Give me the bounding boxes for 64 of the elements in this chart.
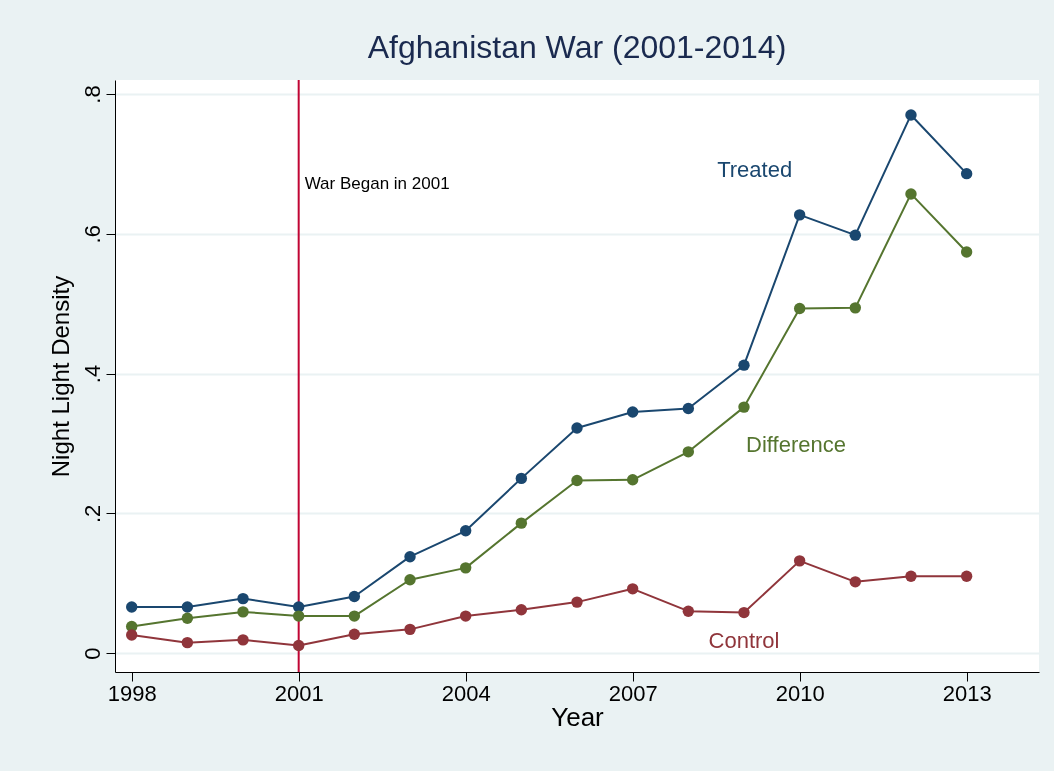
point <box>960 570 973 582</box>
point <box>849 229 862 241</box>
point <box>181 612 194 624</box>
series-label: Difference <box>746 432 846 458</box>
y-tick-label: .6 <box>79 225 105 244</box>
point <box>682 402 695 415</box>
point <box>515 472 528 485</box>
point <box>793 302 806 315</box>
x-axis-title: Year <box>551 701 605 732</box>
x-tick-label: 2010 <box>775 680 825 706</box>
point <box>237 606 249 618</box>
point <box>181 601 194 613</box>
y-axis-title: Night Light Density <box>46 275 74 478</box>
point <box>905 188 917 200</box>
point <box>348 610 361 622</box>
point <box>237 634 249 646</box>
y-tick-label: 0 <box>79 647 105 660</box>
x-tick-label: 2007 <box>608 680 658 706</box>
point <box>571 422 583 434</box>
point <box>571 596 583 608</box>
point <box>126 601 138 613</box>
point <box>292 639 305 652</box>
point <box>126 629 138 641</box>
point <box>459 610 472 622</box>
point <box>292 610 305 622</box>
x-tick-label: 2001 <box>274 680 324 706</box>
point <box>905 570 917 582</box>
point <box>237 592 249 605</box>
y-tick-label: .8 <box>79 85 105 104</box>
point <box>181 636 194 649</box>
point <box>515 517 528 529</box>
point <box>459 562 472 574</box>
series-label: Treated <box>717 156 793 182</box>
point <box>682 605 695 617</box>
point <box>404 623 416 636</box>
point <box>960 167 973 180</box>
point <box>626 474 639 486</box>
series-label: Control <box>708 627 780 653</box>
chart-title: Afghanistan War (2001-2014) <box>367 29 787 65</box>
x-tick-label: 2013 <box>942 680 992 706</box>
y-tick-label: .2 <box>79 504 105 524</box>
point <box>626 406 639 418</box>
point <box>404 550 416 563</box>
point <box>459 525 472 537</box>
point <box>849 576 862 588</box>
point <box>738 359 750 371</box>
point <box>515 604 528 616</box>
point <box>960 246 973 258</box>
point <box>571 474 583 487</box>
y-tick-label: .4 <box>79 364 105 384</box>
point <box>905 109 917 121</box>
point <box>738 401 750 413</box>
ref-line-label: War Began in 2001 <box>304 174 450 193</box>
point <box>738 606 750 619</box>
x-tick-label: 1998 <box>107 680 157 706</box>
point <box>682 446 695 458</box>
point <box>793 209 806 221</box>
point <box>404 574 416 586</box>
point <box>348 590 361 603</box>
x-tick-label: 2004 <box>441 680 491 706</box>
point <box>793 555 806 567</box>
point <box>626 583 639 595</box>
point <box>849 302 862 314</box>
point <box>348 628 361 640</box>
